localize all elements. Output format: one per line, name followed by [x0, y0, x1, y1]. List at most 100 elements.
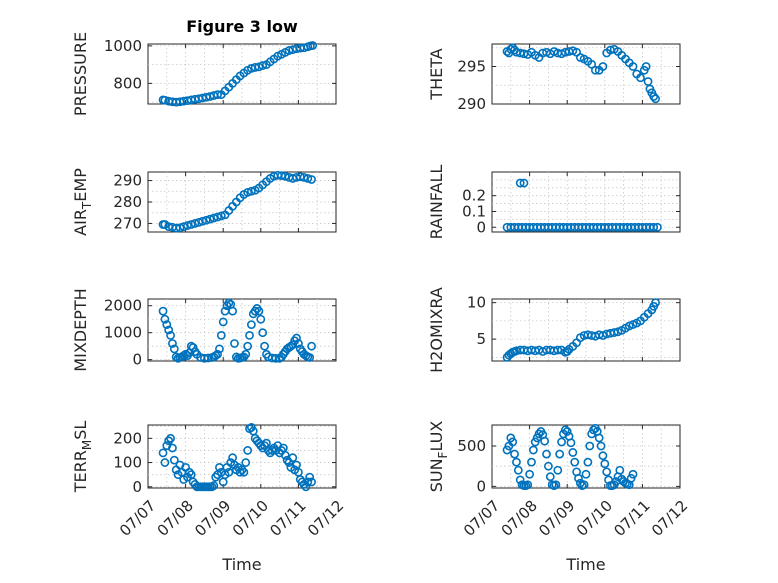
data-point — [628, 469, 638, 479]
y-tick-label: 5 — [476, 330, 486, 348]
data-point — [258, 328, 268, 338]
subplot-3: 270 280 290 AIRTEMP — [71, 168, 337, 236]
data-point — [585, 441, 595, 451]
y-axis-label: TERRMSL — [71, 421, 94, 494]
data-point — [245, 330, 254, 340]
y-tick-label: 0 — [476, 477, 486, 495]
y-axis-label-rest: LUX — [427, 421, 446, 452]
subplot-2: 290 295 THETA — [427, 43, 681, 113]
x-tick-label: 07/07 — [116, 497, 159, 540]
data-point — [551, 480, 561, 490]
x-tick-label: 07/08 — [154, 497, 197, 540]
data-point — [168, 443, 177, 453]
data-point — [649, 92, 659, 101]
data-point — [230, 339, 239, 348]
data-point — [555, 449, 565, 459]
data-point — [293, 339, 303, 348]
data-point — [198, 216, 207, 226]
data-point — [166, 433, 175, 443]
x-tick-label: 07/07 — [460, 497, 503, 540]
x-tick-label: 07/10 — [573, 497, 616, 540]
data-point — [213, 212, 222, 222]
data-point — [525, 469, 534, 479]
data-point — [254, 62, 264, 72]
data-point — [213, 90, 222, 100]
data-point — [553, 465, 563, 475]
data-point — [513, 465, 523, 475]
data-point — [566, 438, 576, 448]
data-point — [651, 94, 660, 104]
data-point — [213, 349, 222, 359]
x-axis-label: Time — [221, 555, 261, 574]
x-tick-label: 07/10 — [229, 497, 272, 540]
subplot-5: 0 1000 2000 MIXDEPTH — [71, 288, 337, 372]
data-point — [169, 455, 179, 465]
y-tick-label: 0 — [132, 351, 142, 369]
data-point — [254, 306, 264, 316]
y-axis-label-rest: SL — [71, 421, 90, 440]
data-point — [562, 427, 572, 436]
data-point — [162, 320, 172, 330]
data-point — [256, 314, 266, 324]
data-point — [175, 223, 185, 233]
data-point — [598, 451, 608, 461]
plot-area — [147, 43, 337, 105]
y-tick-label: 280 — [113, 193, 142, 211]
y-axis-label: AIRTEMP — [71, 168, 94, 236]
data-point — [570, 457, 580, 467]
data-point — [653, 222, 662, 232]
data-point — [562, 347, 572, 356]
y-tick-label: 500 — [457, 437, 486, 455]
y-tick-label: 200 — [113, 429, 142, 447]
data-point — [568, 448, 578, 457]
data-point — [299, 172, 309, 182]
x-axis-label: Time — [565, 555, 605, 574]
x-tick-label: 07/12 — [304, 497, 347, 540]
data-point — [600, 459, 610, 469]
data-point — [216, 330, 226, 340]
y-axis-label: H2OMIXRA — [427, 287, 446, 373]
data-point — [203, 353, 213, 363]
data-point — [158, 306, 168, 316]
data-point — [158, 448, 168, 458]
y-axis-label: PRESSURE — [71, 32, 90, 116]
y-tick-label: 0 — [476, 218, 486, 236]
data-point — [636, 73, 645, 83]
data-point — [305, 472, 315, 482]
data-point — [168, 339, 177, 348]
data-point — [649, 222, 659, 232]
data-point — [615, 465, 625, 475]
x-tick-label: 07/09 — [535, 497, 578, 540]
data-point — [581, 469, 591, 479]
y-axis-label: RAINFALL — [427, 165, 446, 240]
data-point — [224, 298, 234, 308]
data-point — [166, 330, 175, 340]
data-point — [216, 211, 226, 221]
data-point — [183, 221, 192, 230]
x-tick-label: 07/12 — [648, 497, 691, 540]
data-point — [641, 62, 651, 71]
subplot-4: 00.10.2 RAINFALL — [427, 165, 681, 240]
x-tick-label: 07/11 — [610, 497, 653, 540]
y-axis-label: SUNFLUX — [427, 421, 450, 493]
data-point — [205, 214, 215, 224]
data-point — [194, 217, 204, 227]
data-point — [246, 186, 256, 196]
data-point — [179, 222, 189, 232]
data-point — [246, 320, 256, 330]
y-tick-label: 0 — [132, 478, 142, 496]
data-point — [553, 345, 563, 355]
data-point — [301, 482, 311, 492]
data-point — [560, 425, 570, 435]
figure-title: Figure 3 low — [186, 17, 298, 36]
data-point — [209, 481, 219, 490]
data-point — [540, 436, 550, 446]
y-axis-label-sub: M — [80, 440, 94, 450]
data-point — [523, 480, 533, 490]
y-tick-label: 10 — [467, 294, 486, 312]
y-tick-label: 290 — [113, 172, 142, 190]
data-point — [218, 317, 228, 327]
